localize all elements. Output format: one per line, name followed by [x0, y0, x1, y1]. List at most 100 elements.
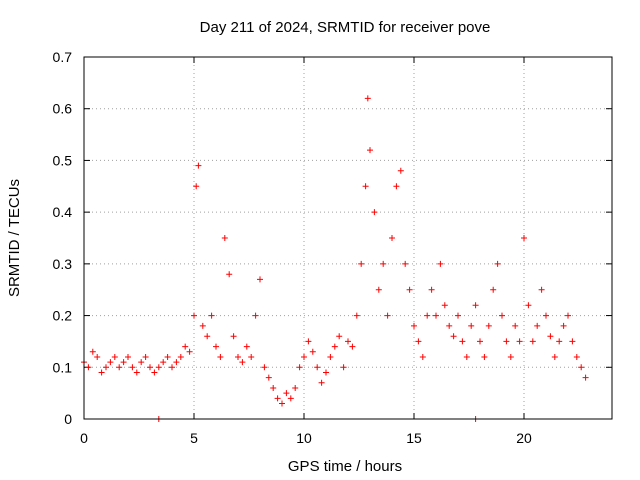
data-point	[318, 379, 325, 386]
data-point	[147, 364, 153, 371]
data-point	[371, 209, 378, 216]
y-tick-label: 0.3	[53, 256, 73, 272]
data-point	[243, 343, 250, 350]
data-point	[226, 271, 233, 278]
data-point	[556, 338, 563, 345]
data-point	[411, 322, 417, 329]
data-point	[138, 359, 145, 366]
data-point	[217, 353, 224, 360]
data-point	[362, 183, 369, 190]
data-point	[85, 364, 92, 371]
data-point	[186, 348, 193, 355]
data-point	[164, 353, 171, 360]
y-tick-label: 0.7	[53, 49, 73, 65]
y-tick-label: 0.6	[53, 101, 73, 117]
data-point	[345, 338, 351, 345]
data-point	[296, 364, 303, 371]
data-point	[323, 369, 329, 376]
data-point	[507, 353, 514, 360]
data-point	[538, 286, 545, 293]
data-point	[103, 364, 109, 371]
data-point	[529, 338, 536, 345]
data-point	[129, 364, 136, 371]
data-point	[221, 235, 228, 241]
data-point	[446, 322, 453, 329]
data-point	[98, 369, 105, 376]
data-point	[525, 302, 532, 309]
data-point	[257, 276, 263, 283]
data-point	[133, 369, 140, 376]
data-point	[89, 348, 96, 355]
data-point	[195, 162, 202, 169]
data-point	[331, 343, 338, 350]
data-point	[516, 338, 523, 345]
data-point	[309, 348, 316, 355]
x-tick-label: 5	[190, 430, 198, 446]
data-point	[472, 302, 479, 309]
data-point	[578, 364, 585, 371]
x-axis-label: GPS time / hours	[288, 458, 402, 475]
data-point	[459, 338, 466, 345]
data-point	[292, 384, 299, 391]
data-point	[441, 302, 448, 309]
data-point	[499, 312, 505, 319]
y-tick-label: 0.2	[53, 308, 73, 324]
data-point	[428, 286, 435, 293]
data-point	[213, 343, 219, 350]
data-point	[94, 353, 101, 360]
data-point	[353, 312, 360, 319]
data-point	[450, 333, 457, 340]
data-point	[402, 260, 409, 267]
data-point	[270, 384, 277, 391]
data-point	[551, 353, 558, 360]
data-point	[142, 353, 149, 360]
data-point	[120, 359, 127, 366]
data-point	[191, 312, 197, 319]
data-point	[116, 364, 123, 371]
data-point	[547, 333, 554, 340]
data-point	[358, 260, 365, 267]
data-point	[287, 395, 294, 402]
y-tick-label: 0.1	[53, 359, 73, 375]
data-point	[169, 364, 175, 371]
x-tick-label: 0	[80, 430, 88, 446]
data-point	[340, 364, 347, 371]
data-point	[173, 359, 180, 366]
data-point	[235, 353, 241, 360]
data-point	[107, 359, 114, 366]
data-point	[177, 353, 184, 360]
data-point	[406, 286, 413, 293]
data-point	[534, 322, 541, 329]
data-point	[279, 400, 285, 407]
y-tick-label: 0	[64, 411, 72, 427]
data-point	[375, 286, 382, 293]
x-tick-label: 15	[406, 430, 422, 446]
y-axis-label: SRMTID / TECUs	[6, 179, 23, 297]
data-point	[543, 312, 549, 319]
data-point	[367, 147, 373, 154]
data-point	[560, 322, 567, 329]
data-point	[204, 333, 211, 340]
data-point	[437, 260, 444, 267]
data-point	[393, 183, 400, 190]
data-point	[565, 312, 571, 319]
data-point	[364, 95, 371, 102]
data-point	[512, 322, 519, 329]
data-point	[582, 374, 589, 381]
data-point	[424, 312, 431, 319]
data-point	[248, 353, 255, 360]
data-point	[125, 353, 131, 360]
y-tick-label: 0.4	[53, 204, 73, 220]
data-point	[239, 359, 246, 366]
data-point	[193, 183, 200, 190]
data-point	[569, 338, 576, 345]
data-point	[380, 260, 387, 267]
data-point	[419, 353, 426, 360]
data-points	[81, 95, 589, 422]
data-point	[384, 312, 391, 319]
data-point	[283, 390, 290, 397]
data-point	[314, 364, 321, 371]
x-tick-label: 10	[296, 430, 312, 446]
data-point	[494, 260, 501, 267]
